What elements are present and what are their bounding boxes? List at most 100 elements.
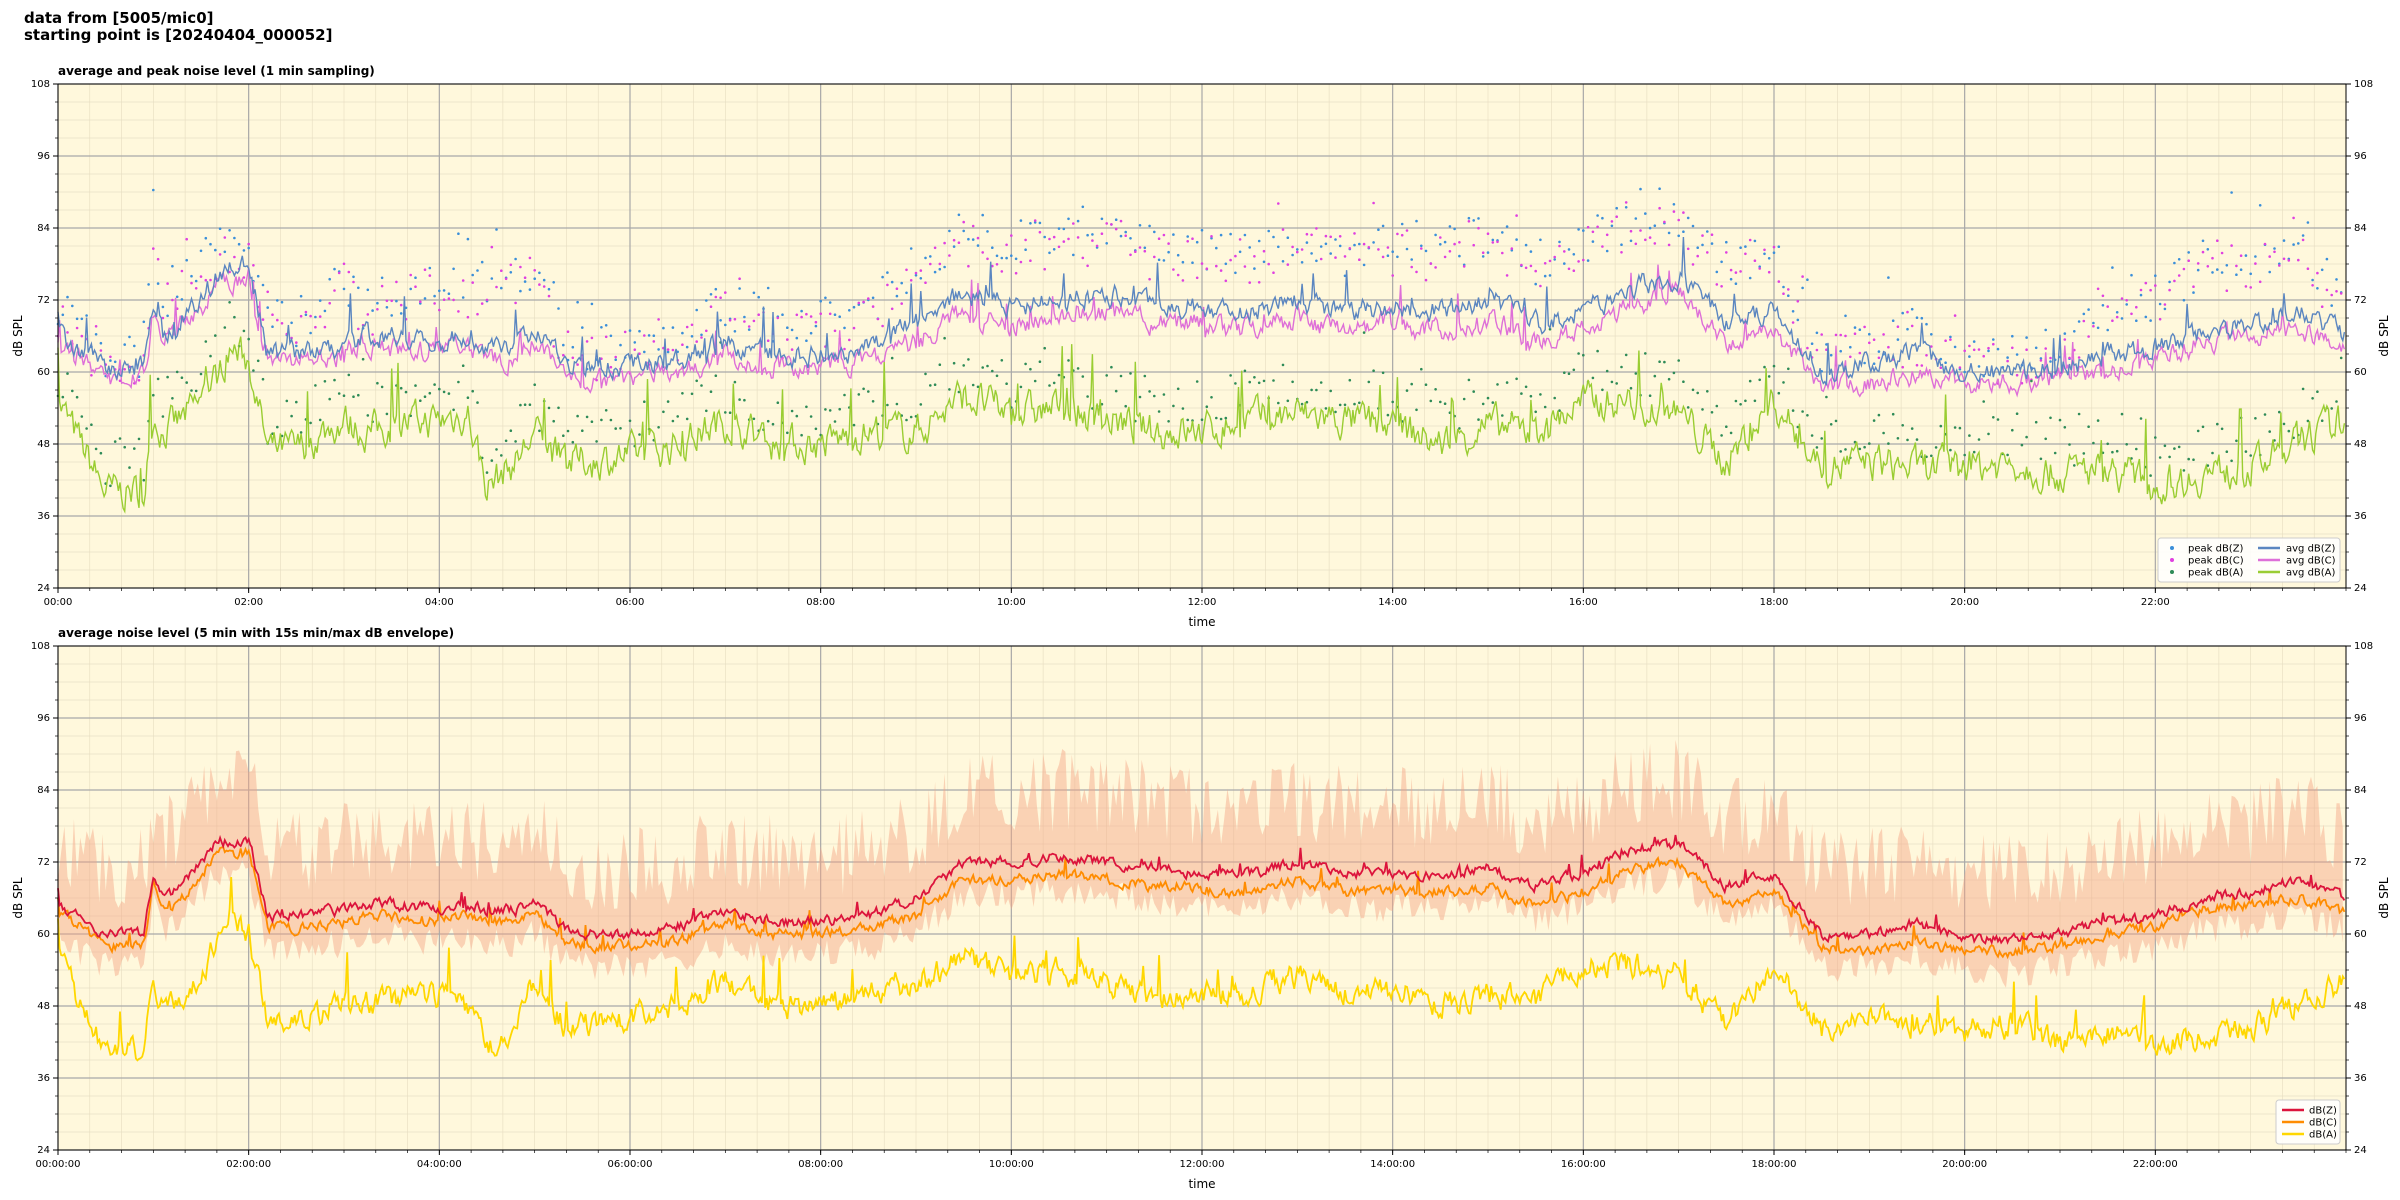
peak-point [1172, 233, 1175, 236]
peak-point [1095, 244, 1099, 248]
peak-point [652, 334, 656, 338]
peak-point [738, 398, 741, 401]
peak-point [1315, 388, 1318, 392]
peak-point [2073, 330, 2076, 333]
peak-point [1710, 242, 1714, 245]
peak-point [185, 237, 188, 241]
peak-point [986, 257, 989, 261]
avg-dbz-line [57, 236, 2346, 386]
peak-point [919, 403, 923, 406]
peak-point [1968, 434, 1971, 437]
peak-point [452, 267, 455, 271]
peak-point [2006, 453, 2009, 457]
peak-point [795, 313, 799, 317]
peak-point [2030, 379, 2033, 383]
peak-point [1877, 356, 1881, 360]
peak-point [1725, 425, 1728, 429]
peak-point [309, 314, 312, 318]
peak-point [1877, 350, 1881, 353]
peak-point [1801, 275, 1804, 278]
peak-point [409, 287, 413, 291]
peak-point [2249, 454, 2252, 457]
peak-point [852, 423, 856, 427]
peak-point [1925, 354, 1928, 357]
peak-point [1224, 279, 1228, 283]
peak-point [1815, 348, 1819, 352]
peak-point [242, 276, 246, 279]
peak-point [2225, 450, 2229, 454]
peak-point [1310, 252, 1313, 255]
peak-point [1114, 227, 1118, 231]
peak-point [838, 407, 841, 411]
peak-point [1324, 242, 1328, 246]
peak-point [2106, 305, 2109, 308]
peak-point [647, 334, 651, 337]
peak-point [2049, 360, 2052, 363]
peak-point [2316, 271, 2319, 275]
peak-point [881, 324, 884, 328]
peak-point [485, 298, 489, 302]
peak-point [1052, 248, 1056, 251]
peak-point [1987, 432, 1990, 436]
peak-point [357, 393, 360, 397]
peak-point [2092, 321, 2095, 325]
peak-point [1982, 354, 1985, 358]
peak-point [252, 264, 255, 267]
peak-point [156, 257, 160, 261]
peak-point [2282, 257, 2286, 261]
peak-point [1477, 217, 1480, 220]
peak-point [314, 315, 317, 319]
peak-point [471, 281, 475, 284]
peak-point [461, 279, 465, 282]
peak-point [175, 295, 179, 299]
peak-point [218, 253, 222, 256]
peak-point [1472, 219, 1475, 222]
peak-point [1300, 402, 1304, 406]
panel-2: 24 24 36 36 48 48 60 60 72 72 84 84 96 96 108 108 00:00:… [11, 626, 2391, 1191]
peak-point [1748, 379, 1752, 383]
peak-point [547, 287, 551, 291]
peak-point [2206, 464, 2210, 467]
peak-point [1272, 271, 1275, 275]
peak-point [1262, 379, 1266, 383]
peak-point [2034, 346, 2038, 350]
peak-point [2068, 443, 2071, 446]
peak-point [171, 298, 174, 302]
peak-point [1696, 391, 1699, 395]
peak-point [871, 400, 875, 403]
peak-point [1543, 262, 1547, 265]
peak-point [1982, 400, 1985, 403]
peak-point [1505, 225, 1509, 228]
peak-point [147, 283, 150, 286]
peak-point [314, 325, 317, 329]
peak-point [714, 287, 718, 291]
peak-point [466, 237, 470, 241]
peak-point [428, 266, 432, 270]
peak-point [2111, 450, 2114, 454]
peak-point [2168, 288, 2171, 292]
peak-point [433, 294, 436, 298]
peak-point [2192, 291, 2195, 294]
peak-point [1896, 325, 1900, 329]
peak-point [2196, 268, 2200, 272]
peak-point [2254, 417, 2257, 420]
peak-point [695, 379, 698, 383]
y-axis-label: dB SPL [11, 315, 25, 357]
peak-point [666, 348, 670, 351]
peak-point [766, 339, 770, 343]
peak-point [1296, 250, 1299, 254]
peak-point [2297, 242, 2300, 245]
peak-point [719, 319, 722, 322]
peak-point [2211, 271, 2214, 274]
peak-point [1515, 377, 1518, 381]
peak-point [2120, 297, 2124, 300]
peak-point [2115, 311, 2119, 314]
peak-point [1563, 262, 1566, 265]
peak-point [2135, 305, 2138, 309]
peak-point [747, 328, 751, 331]
peak-point [1033, 219, 1037, 222]
peak-point [123, 343, 126, 346]
peak-point [261, 377, 265, 381]
peak-point [1644, 352, 1647, 355]
avg-dba-line [57, 336, 2346, 514]
